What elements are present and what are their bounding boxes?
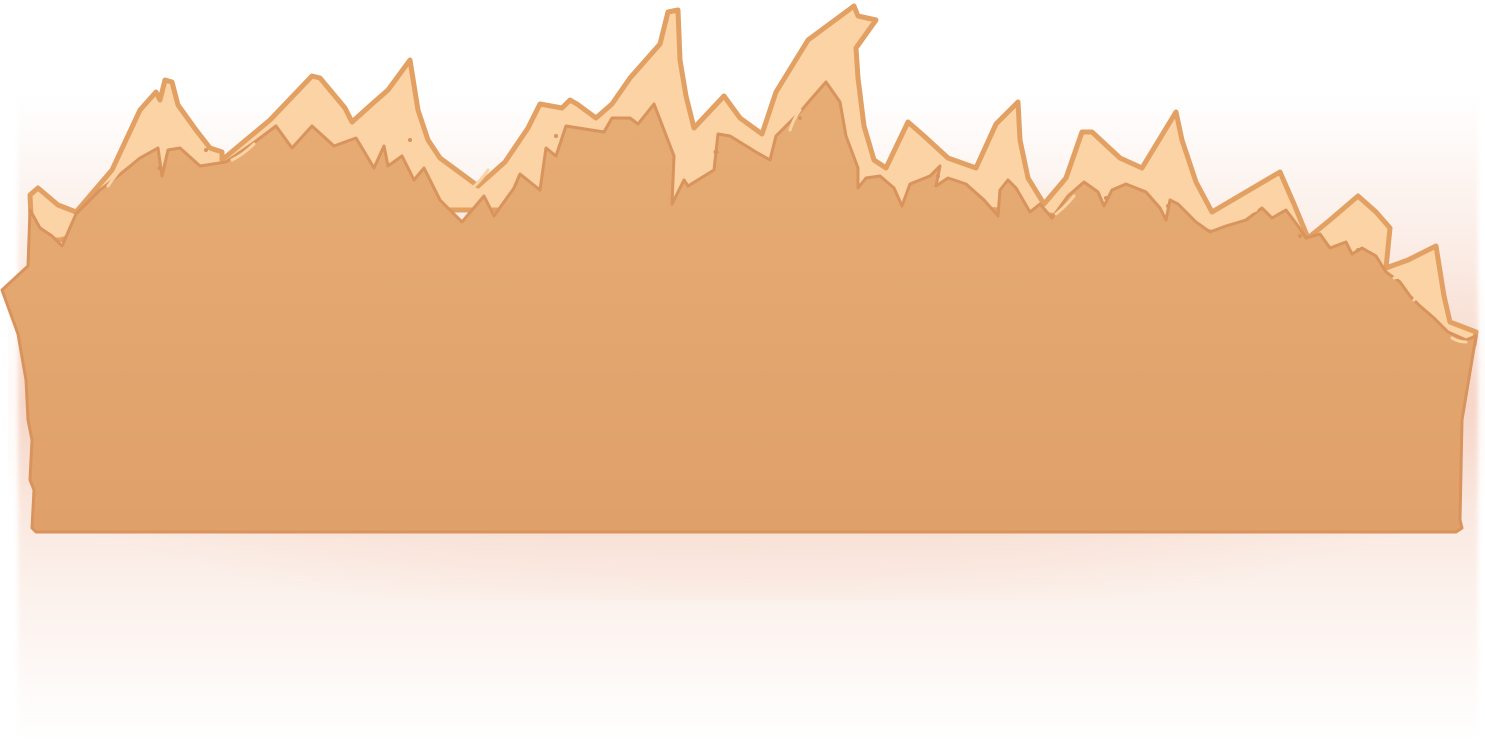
flame-notch-marks — [157, 116, 1360, 252]
flame-body — [0, 80, 1478, 534]
